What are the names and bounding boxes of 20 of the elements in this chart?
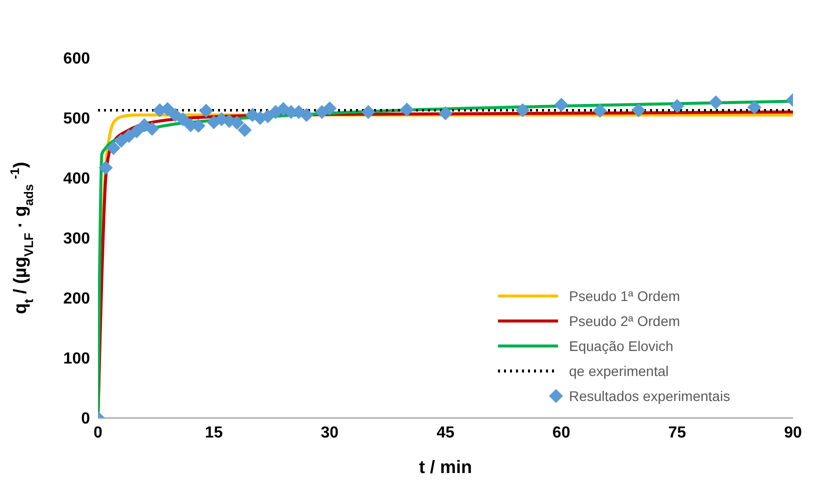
x-tick-label: 15 xyxy=(204,424,223,442)
y-tick-label: 200 xyxy=(63,290,90,308)
x-tick-label: 90 xyxy=(784,424,802,442)
x-tick-label: 45 xyxy=(436,424,454,442)
y-tick-label: 100 xyxy=(63,350,90,368)
legend-label: Pseudo 1ª Ordem xyxy=(569,288,680,304)
y-tick-label: 300 xyxy=(63,230,90,248)
y-tick-label: 600 xyxy=(63,50,90,68)
x-tick-label: 0 xyxy=(94,424,103,442)
x-tick-label: 60 xyxy=(552,424,570,442)
y-tick-label: 500 xyxy=(63,110,90,128)
y-tick-label: 400 xyxy=(63,170,90,188)
y-tick-label: 0 xyxy=(81,410,90,428)
legend-label: Equação Elovich xyxy=(569,338,674,354)
x-tick-label: 75 xyxy=(668,424,686,442)
legend-label: Resultados experimentais xyxy=(569,388,730,404)
legend-label: qe experimental xyxy=(569,362,669,378)
x-axis-title: t / min xyxy=(419,457,472,477)
legend-label: Pseudo 2ª Ordem xyxy=(569,312,680,328)
x-tick-label: 30 xyxy=(320,424,339,442)
